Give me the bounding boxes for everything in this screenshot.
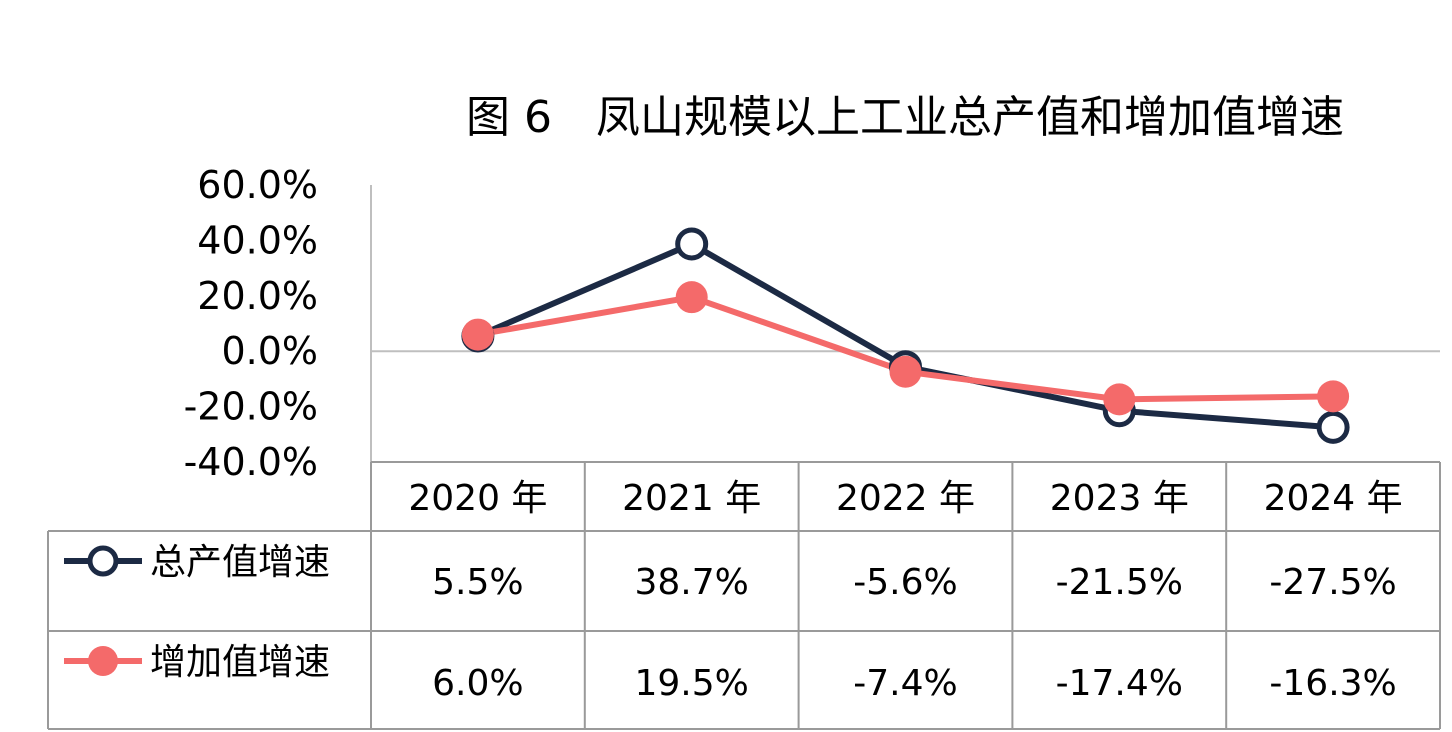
y-tick-label: 20.0% <box>197 274 318 318</box>
data-point <box>1103 383 1136 416</box>
data-label: -17.4% <box>1056 663 1183 704</box>
chart-title: 图 6 凤山规模以上工业总产值和增加值增速 <box>466 92 1344 143</box>
x-category-label: 2020 年 <box>408 478 547 519</box>
y-axis: 60.0% 40.0% 20.0% 0.0% -20.0% -40.0% <box>184 163 318 484</box>
data-point <box>461 318 494 351</box>
legend-marker <box>87 545 119 577</box>
data-label: -5.6% <box>853 562 957 603</box>
legend-marker <box>88 646 118 676</box>
data-label: 38.7% <box>635 562 749 603</box>
data-label: -27.5% <box>1269 562 1396 603</box>
data-point <box>1316 410 1350 444</box>
x-category-label: 2023 年 <box>1050 478 1189 519</box>
y-tick-label: -40.0% <box>184 440 318 484</box>
y-tick-label: 40.0% <box>197 218 318 262</box>
data-point <box>1317 380 1350 413</box>
y-tick-label: 60.0% <box>197 163 318 207</box>
legend-label: 总产值增速 <box>150 542 330 583</box>
x-category-label: 2022 年 <box>836 478 975 519</box>
plot-area <box>461 227 1350 444</box>
data-label: 5.5% <box>432 562 523 603</box>
data-point <box>675 281 708 314</box>
y-tick-label: -20.0% <box>184 385 318 429</box>
data-label: -16.3% <box>1269 663 1396 704</box>
y-tick-label: 0.0% <box>221 329 318 373</box>
data-label: 19.5% <box>635 663 749 704</box>
legend-label: 增加值增速 <box>150 642 330 683</box>
data-point <box>675 227 709 261</box>
x-category-label: 2021 年 <box>622 478 761 519</box>
data-label: -7.4% <box>853 663 957 704</box>
x-category-label: 2024 年 <box>1264 478 1403 519</box>
data-label: 6.0% <box>432 663 523 704</box>
data-label: -21.5% <box>1056 562 1183 603</box>
data-point <box>889 355 922 388</box>
